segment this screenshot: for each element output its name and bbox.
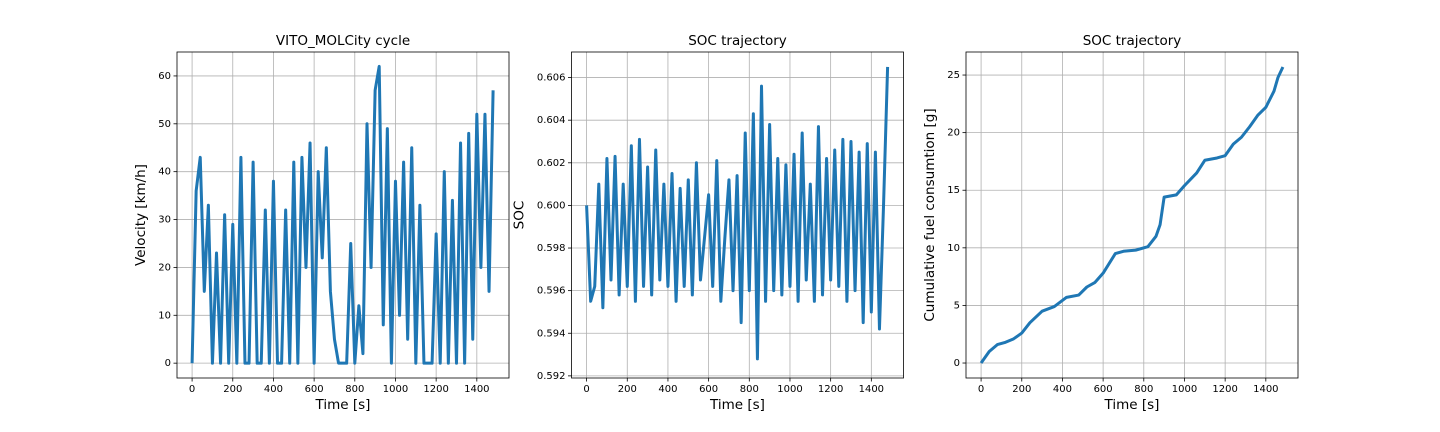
- x-tick-label: 200: [223, 384, 242, 395]
- y-tick-label: 0.592: [537, 371, 566, 382]
- y-tick-label: 20: [947, 128, 960, 139]
- x-axis-label: Time [s]: [1104, 397, 1160, 413]
- y-tick-label: 5: [954, 300, 960, 311]
- x-tick-label: 400: [658, 384, 677, 395]
- x-tick-label: 200: [1012, 384, 1031, 395]
- axes-frame: [965, 51, 1299, 379]
- axes-frame: [176, 51, 510, 379]
- x-tick-label: 1400: [1253, 384, 1278, 395]
- y-tick-label: 40: [158, 167, 171, 178]
- y-tick-label: 0.600: [537, 200, 566, 211]
- y-tick-label: 0.606: [537, 73, 566, 84]
- y-tick-label: 30: [158, 215, 171, 226]
- y-tick-label: 25: [947, 70, 960, 81]
- x-tick-label: 1000: [777, 384, 802, 395]
- x-tick-label: 1000: [1172, 384, 1197, 395]
- y-axis-label: Cumulative fuel consumtion [g]: [922, 108, 938, 321]
- x-axis-label: Time [s]: [315, 397, 371, 413]
- chart-title: SOC trajectory: [1083, 33, 1182, 49]
- y-axis-label: SOC: [512, 201, 528, 230]
- y-tick-label: 0: [165, 358, 171, 369]
- plot-area: [966, 52, 1298, 378]
- y-tick-label: 15: [947, 185, 960, 196]
- y-axis-label: Velocity [km/h]: [133, 164, 149, 266]
- x-tick-label: 0: [583, 384, 589, 395]
- x-tick-label: 1400: [464, 384, 489, 395]
- data-line: [585, 66, 890, 361]
- x-tick-label: 1000: [383, 384, 408, 395]
- y-tick-label: 0: [954, 358, 960, 369]
- axes-frame: [571, 51, 904, 379]
- x-tick-label: 400: [264, 384, 283, 395]
- y-tick-label: 0.594: [537, 328, 566, 339]
- data-line: [190, 64, 495, 365]
- chart-title: SOC trajectory: [688, 33, 787, 49]
- x-tick-label: 600: [1094, 384, 1113, 395]
- x-tick-label: 0: [978, 384, 984, 395]
- x-axis-label: Time [s]: [709, 397, 765, 413]
- x-tick-label: 1200: [423, 384, 448, 395]
- y-tick-label: 60: [158, 71, 171, 82]
- y-tick-label: 20: [158, 262, 171, 273]
- x-tick-label: 1400: [859, 384, 884, 395]
- x-tick-label: 1200: [1212, 384, 1237, 395]
- x-tick-label: 1200: [818, 384, 843, 395]
- x-tick-label: 600: [699, 384, 718, 395]
- y-tick-label: 0.598: [537, 243, 566, 254]
- y-tick-label: 10: [947, 243, 960, 254]
- y-tick-label: 0.596: [537, 286, 566, 297]
- y-tick-label: 10: [158, 310, 171, 321]
- x-tick-label: 200: [618, 384, 637, 395]
- x-tick-label: 0: [189, 384, 195, 395]
- y-tick-label: 50: [158, 119, 171, 130]
- y-tick-label: 0.604: [537, 115, 566, 126]
- x-tick-label: 600: [305, 384, 324, 395]
- data-line: [979, 66, 1285, 364]
- x-tick-label: 800: [345, 384, 364, 395]
- chart-title: VITO_MOLCity cycle: [276, 33, 410, 49]
- x-tick-label: 800: [1134, 384, 1153, 395]
- x-tick-label: 800: [740, 384, 759, 395]
- y-tick-label: 0.602: [537, 158, 566, 169]
- x-tick-label: 400: [1053, 384, 1072, 395]
